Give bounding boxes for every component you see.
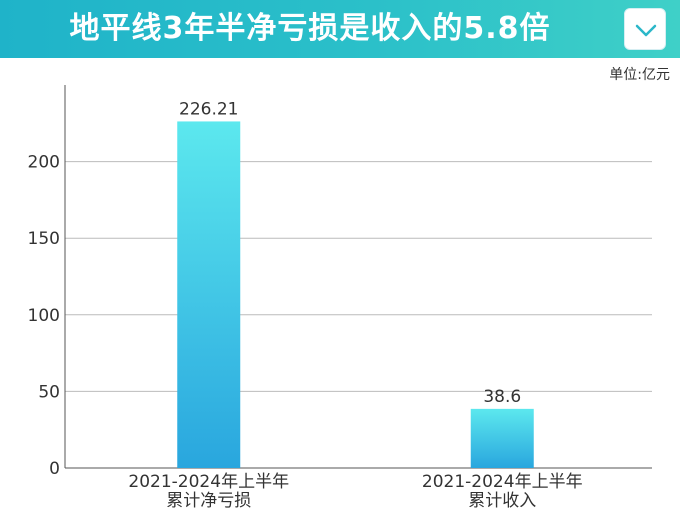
chevron-down-icon [635,24,657,37]
x-category-label: 累计收入 [468,491,536,510]
bar [470,408,534,468]
y-tick-label: 50 [38,382,60,402]
x-category-label: 2021-2024年上半年 [128,472,289,492]
x-category-label: 2021-2024年上半年 [422,472,583,492]
data-label: 226.21 [179,99,238,119]
y-tick-label: 150 [28,229,60,249]
y-tick-label: 0 [49,459,60,479]
title-bar: 地平线3年半净亏损是收入的5.8倍 [0,0,680,58]
page-title: 地平线3年半净亏损是收入的5.8倍 [69,11,551,46]
data-label: 38.6 [483,387,521,407]
unit-label: 单位:亿元 [609,67,670,83]
dropdown-button[interactable] [624,8,666,50]
y-tick-label: 100 [28,306,60,326]
y-tick-label: 200 [28,153,60,173]
bar [177,121,241,468]
x-category-label: 累计净亏损 [166,491,251,510]
